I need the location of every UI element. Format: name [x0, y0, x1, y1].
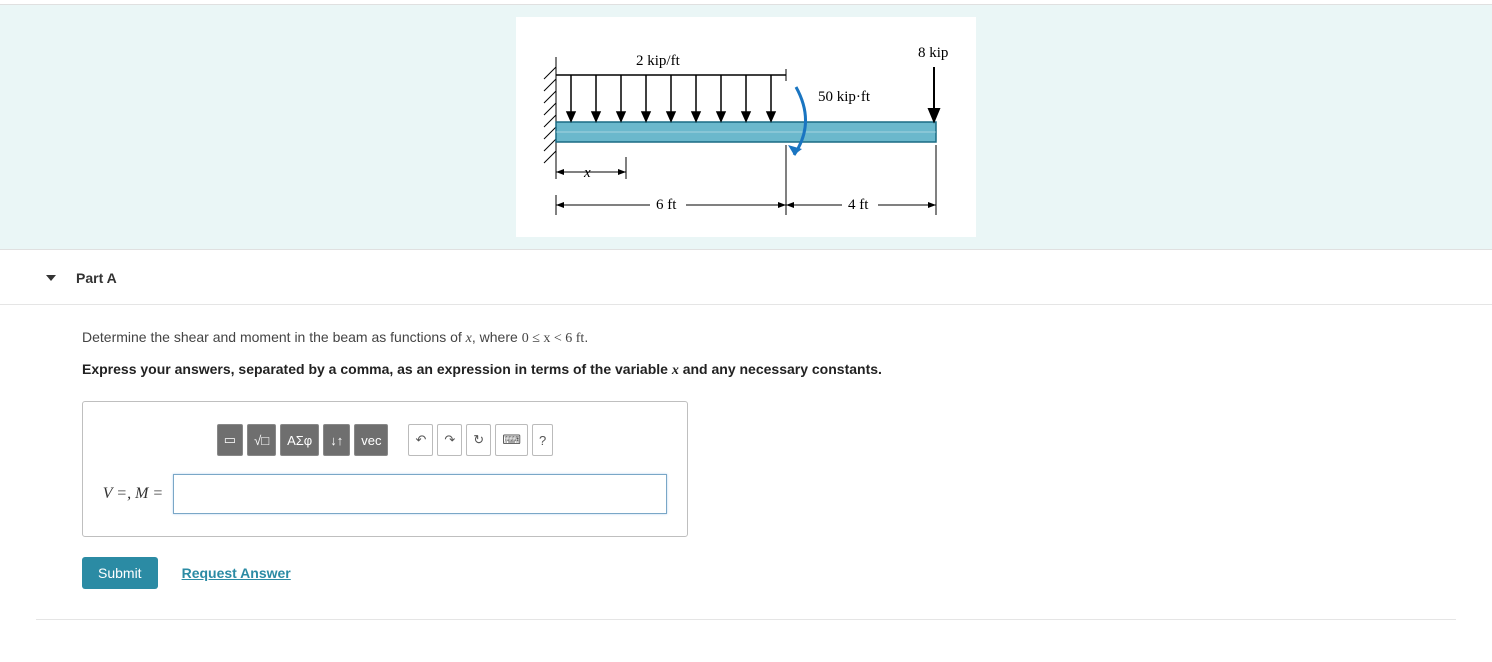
subsup-icon: ↓↑: [330, 433, 343, 448]
keyboard-button[interactable]: ⌨: [495, 424, 528, 456]
submit-button[interactable]: Submit: [82, 557, 158, 589]
answer-panel: ▭ √□ ΑΣφ ↓↑ vec ↶ ↷ ↻ ⌨ ? V =, M =: [82, 401, 688, 537]
part-title: Part A: [76, 270, 117, 286]
collapse-caret-icon: [46, 275, 56, 281]
question-prompt: Determine the shear and moment in the be…: [82, 329, 1492, 347]
undo-button[interactable]: ↶: [408, 424, 433, 456]
redo-icon: ↷: [444, 432, 455, 448]
request-answer-link[interactable]: Request Answer: [182, 565, 291, 581]
section-divider: [36, 619, 1456, 620]
template-button[interactable]: ▭: [217, 424, 243, 456]
template-icon: ▭: [224, 432, 236, 448]
x-dim-label: x: [583, 165, 591, 181]
keyboard-icon: ⌨: [502, 432, 521, 448]
undo-icon: ↶: [415, 432, 426, 448]
vec-label: vec: [361, 433, 381, 448]
greek-button[interactable]: ΑΣφ: [280, 424, 319, 456]
reset-icon: ↻: [473, 432, 484, 448]
equation-toolbar: ▭ √□ ΑΣφ ↓↑ vec ↶ ↷ ↻ ⌨ ?: [217, 424, 553, 456]
figure-band: 2 kip/ft 8 kip 50 kip·ft x: [0, 4, 1492, 250]
redo-button[interactable]: ↷: [437, 424, 462, 456]
part-header[interactable]: Part A: [0, 250, 1492, 305]
radical-icon: √□: [254, 433, 269, 448]
beam-diagram: 2 kip/ft 8 kip 50 kip·ft x: [516, 17, 976, 237]
point-load-label: 8 kip: [918, 45, 948, 61]
span2-label: 4 ft: [848, 197, 869, 213]
answer-lhs: V =, M =: [103, 485, 173, 503]
vec-button[interactable]: vec: [354, 424, 388, 456]
span1-label: 6 ft: [656, 197, 677, 213]
greek-icon: ΑΣφ: [287, 433, 312, 448]
moment-label: 50 kip·ft: [818, 89, 871, 105]
subsup-button[interactable]: ↓↑: [323, 424, 350, 456]
reset-button[interactable]: ↻: [466, 424, 491, 456]
answer-input[interactable]: [173, 474, 667, 514]
fraction-button[interactable]: √□: [247, 424, 276, 456]
help-button[interactable]: ?: [532, 424, 553, 456]
help-icon: ?: [539, 433, 546, 448]
dist-load-label: 2 kip/ft: [636, 53, 681, 69]
question-instruction: Express your answers, separated by a com…: [82, 361, 1492, 379]
